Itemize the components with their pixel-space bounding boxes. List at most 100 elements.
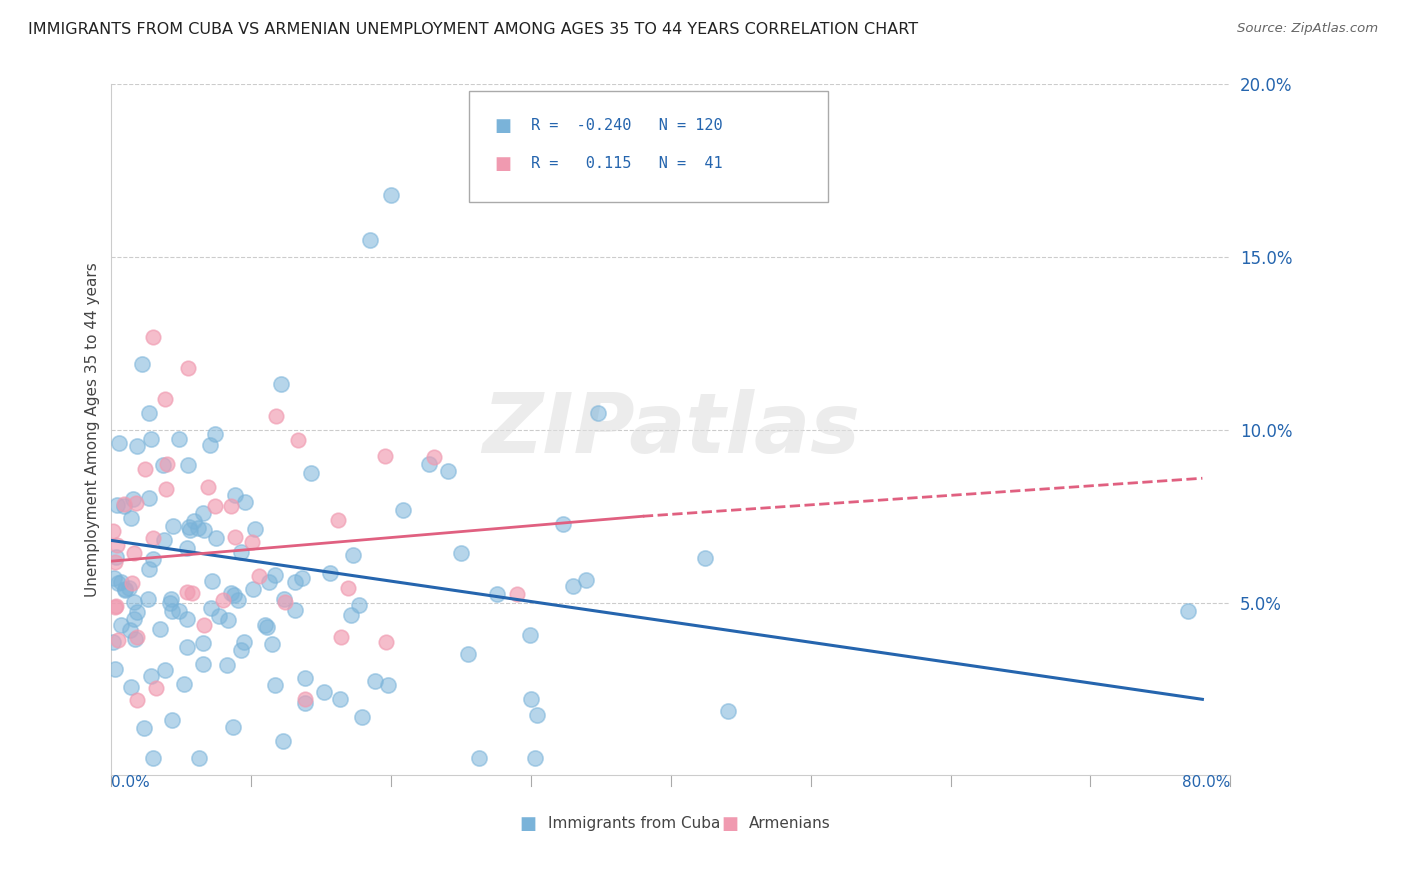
Point <box>177 360 200 375</box>
Point <box>142 751 165 765</box>
Point <box>263 678 285 692</box>
Point <box>197 480 219 494</box>
Point <box>153 533 176 547</box>
Point <box>201 574 224 589</box>
Point <box>294 696 316 710</box>
Point <box>122 546 145 560</box>
Point <box>270 377 292 392</box>
Point <box>191 636 214 650</box>
Point <box>187 521 209 535</box>
Point <box>437 464 460 478</box>
Point <box>380 188 402 202</box>
Point <box>243 523 266 537</box>
Text: ■: ■ <box>494 155 512 173</box>
Point <box>374 449 396 463</box>
Point <box>125 693 148 707</box>
Point <box>247 569 270 583</box>
Point <box>264 568 287 582</box>
Point <box>155 663 177 677</box>
Text: IMMIGRANTS FROM CUBA VS ARMENIAN UNEMPLOYMENT AMONG AGES 35 TO 44 YEARS CORRELAT: IMMIGRANTS FROM CUBA VS ARMENIAN UNEMPLO… <box>28 22 918 37</box>
Point <box>274 595 297 609</box>
Point <box>160 713 183 727</box>
Point <box>217 613 239 627</box>
Point <box>217 658 239 673</box>
Point <box>233 634 256 648</box>
Point <box>329 630 352 644</box>
Point <box>257 574 280 589</box>
Point <box>176 640 198 654</box>
Point <box>271 734 294 748</box>
Point <box>139 432 162 446</box>
Point <box>139 668 162 682</box>
Point <box>191 657 214 671</box>
Point <box>233 494 256 508</box>
Point <box>519 627 541 641</box>
Point <box>114 582 136 597</box>
Point <box>329 691 352 706</box>
Point <box>110 617 132 632</box>
Point <box>125 605 148 619</box>
Point <box>328 513 350 527</box>
Point <box>125 439 148 453</box>
Point <box>112 499 135 513</box>
Point <box>107 632 129 647</box>
Point <box>468 751 491 765</box>
Point <box>121 576 143 591</box>
Point <box>193 523 215 537</box>
Point <box>159 596 181 610</box>
Point <box>294 671 316 685</box>
Point <box>336 581 359 595</box>
Point <box>134 462 156 476</box>
Point <box>110 574 132 589</box>
Point <box>695 550 717 565</box>
Point <box>176 541 198 555</box>
Point <box>374 635 396 649</box>
Point <box>575 573 598 587</box>
Point <box>342 548 364 562</box>
Point <box>120 681 142 695</box>
Point <box>104 662 127 676</box>
Point <box>200 600 222 615</box>
Point <box>136 592 159 607</box>
Point <box>142 552 165 566</box>
Point <box>107 539 129 553</box>
Point <box>506 587 529 601</box>
Point <box>208 608 231 623</box>
Point <box>120 624 142 638</box>
Text: 0.0%: 0.0% <box>111 775 150 790</box>
Text: ■: ■ <box>494 117 512 135</box>
Point <box>284 603 307 617</box>
Point <box>145 681 167 695</box>
Point <box>105 549 128 564</box>
FancyBboxPatch shape <box>470 91 828 202</box>
Point <box>553 516 575 531</box>
Point <box>364 674 387 689</box>
Point <box>108 436 131 450</box>
Point <box>205 531 228 545</box>
Point <box>122 491 145 506</box>
Point <box>242 582 264 597</box>
Point <box>717 704 740 718</box>
Point <box>347 598 370 612</box>
Point <box>377 678 399 692</box>
Point <box>183 514 205 528</box>
Point <box>118 581 141 595</box>
Point <box>176 584 198 599</box>
Point <box>107 575 129 590</box>
Point <box>125 630 148 644</box>
Point <box>260 637 283 651</box>
Text: ZIPatlas: ZIPatlas <box>482 390 860 470</box>
Text: ■: ■ <box>520 814 537 833</box>
Point <box>152 458 174 472</box>
Point <box>523 751 546 765</box>
Point <box>103 571 125 585</box>
Point <box>264 409 287 424</box>
Point <box>359 233 381 247</box>
Point <box>138 406 160 420</box>
Point <box>287 434 309 448</box>
Point <box>105 599 128 613</box>
Point <box>1177 604 1199 618</box>
Text: R =  -0.240   N = 120: R = -0.240 N = 120 <box>531 119 723 134</box>
Text: 80.0%: 80.0% <box>1182 775 1230 790</box>
Point <box>392 503 415 517</box>
